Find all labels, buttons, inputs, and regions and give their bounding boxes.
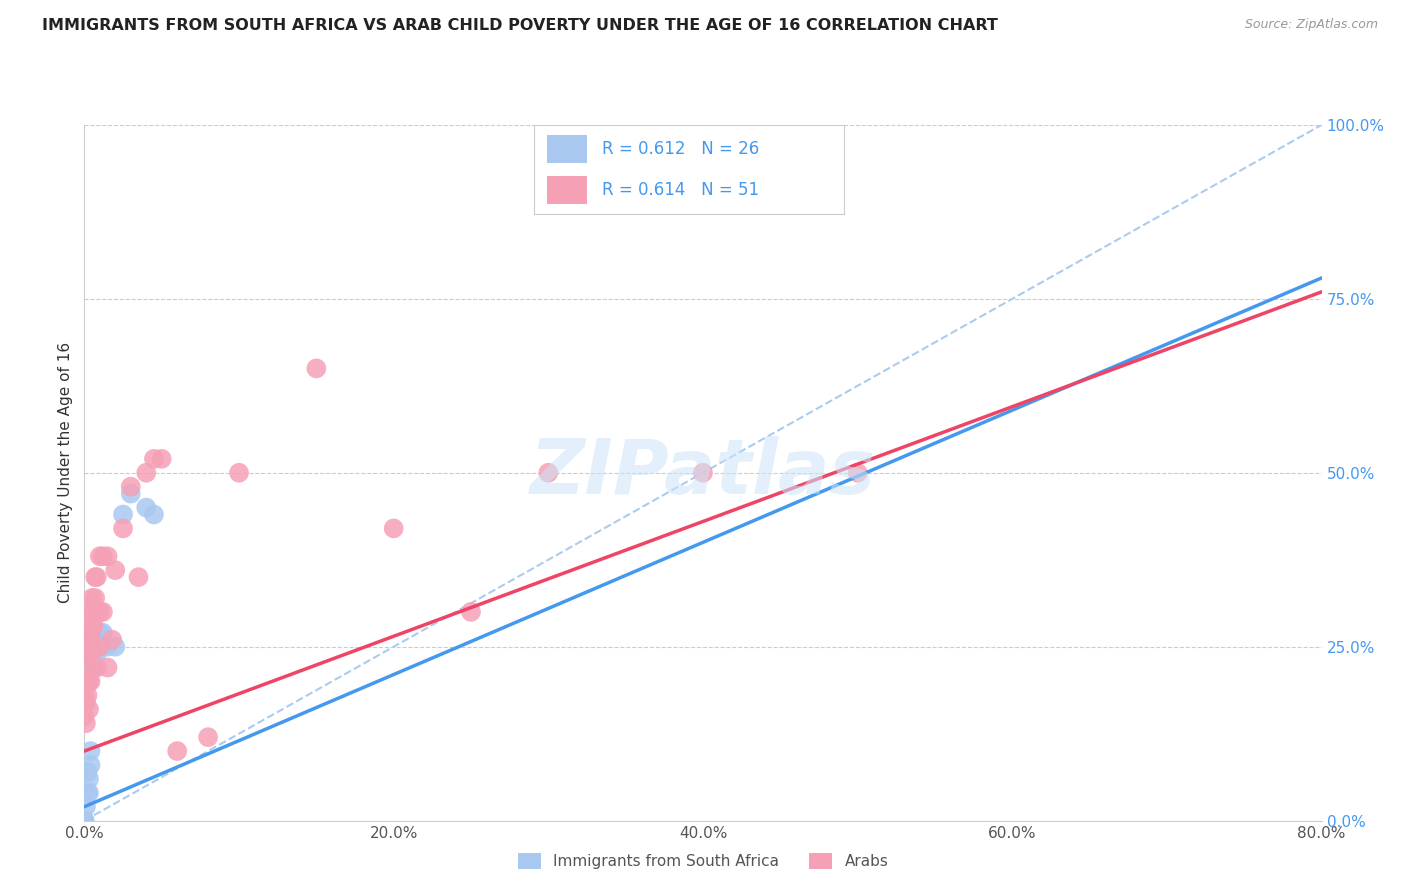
Point: [228, 466, 250, 480]
Point: [97, 640, 120, 654]
Text: R = 0.612   N = 26: R = 0.612 N = 26: [602, 140, 759, 158]
Point: [84, 570, 107, 584]
Point: [112, 521, 135, 535]
Point: [77, 786, 100, 800]
Point: [75, 716, 97, 731]
Point: [79, 744, 101, 758]
Point: [82, 591, 104, 605]
Point: [166, 744, 188, 758]
Point: [84, 632, 107, 647]
FancyBboxPatch shape: [547, 135, 586, 163]
Point: [135, 500, 157, 515]
Point: [305, 361, 328, 376]
Point: [460, 605, 482, 619]
Point: [76, 786, 98, 800]
Point: [73, 814, 96, 828]
Point: [150, 451, 173, 466]
Point: [73, 709, 96, 723]
Point: [73, 814, 96, 828]
Point: [197, 730, 219, 744]
Point: [76, 674, 98, 689]
Point: [77, 702, 100, 716]
Point: [73, 695, 96, 709]
Point: [75, 799, 97, 814]
Point: [89, 605, 111, 619]
Point: [143, 508, 166, 522]
Point: [120, 486, 142, 500]
Point: [75, 695, 97, 709]
FancyBboxPatch shape: [547, 176, 586, 204]
Point: [73, 814, 96, 828]
Text: R = 0.614   N = 51: R = 0.614 N = 51: [602, 181, 759, 199]
Point: [73, 814, 96, 828]
Text: IMMIGRANTS FROM SOUTH AFRICA VS ARAB CHILD POVERTY UNDER THE AGE OF 16 CORRELATI: IMMIGRANTS FROM SOUTH AFRICA VS ARAB CHI…: [42, 18, 998, 33]
Point: [143, 451, 166, 466]
Point: [82, 640, 104, 654]
Legend: Immigrants from South Africa, Arabs: Immigrants from South Africa, Arabs: [512, 847, 894, 875]
Point: [91, 625, 114, 640]
Point: [79, 625, 101, 640]
Point: [112, 508, 135, 522]
Point: [73, 814, 96, 828]
Point: [128, 570, 150, 584]
Point: [83, 619, 105, 633]
Point: [77, 625, 100, 640]
Point: [82, 619, 104, 633]
Point: [89, 549, 111, 564]
Point: [120, 480, 142, 494]
Point: [83, 605, 105, 619]
Point: [76, 764, 98, 779]
Point: [82, 660, 104, 674]
Text: ZIPatlas: ZIPatlas: [530, 436, 876, 509]
Point: [86, 570, 108, 584]
Point: [846, 466, 869, 480]
Point: [89, 640, 111, 654]
Point: [83, 660, 105, 674]
Point: [73, 674, 96, 689]
Text: Source: ZipAtlas.com: Source: ZipAtlas.com: [1244, 18, 1378, 31]
Point: [91, 605, 114, 619]
Point: [79, 605, 101, 619]
Point: [83, 647, 105, 661]
Point: [537, 466, 560, 480]
Point: [77, 674, 100, 689]
Point: [75, 674, 97, 689]
Point: [77, 772, 100, 786]
Point: [73, 689, 96, 703]
Point: [76, 660, 98, 674]
Point: [82, 640, 104, 654]
Point: [79, 647, 101, 661]
Point: [79, 674, 101, 689]
Point: [104, 640, 127, 654]
Point: [86, 647, 108, 661]
Point: [101, 632, 124, 647]
Point: [79, 758, 101, 772]
Point: [692, 466, 714, 480]
Point: [97, 660, 120, 674]
Point: [89, 625, 111, 640]
Point: [91, 549, 114, 564]
Point: [104, 563, 127, 577]
Point: [382, 521, 405, 535]
Point: [97, 549, 120, 564]
Point: [135, 466, 157, 480]
Point: [76, 689, 98, 703]
Y-axis label: Child Poverty Under the Age of 16: Child Poverty Under the Age of 16: [58, 343, 73, 603]
Point: [86, 660, 108, 674]
Point: [77, 647, 100, 661]
Point: [84, 591, 107, 605]
